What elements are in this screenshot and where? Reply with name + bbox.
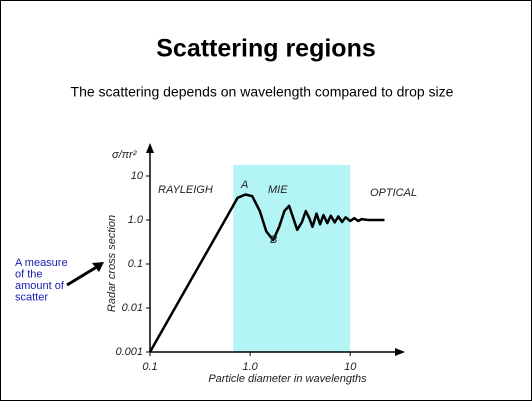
y-tick-label: 0.001	[115, 346, 143, 358]
slide-subtitle: The scattering depends on wavelength com…	[71, 84, 454, 100]
y-axis-arrow	[146, 143, 154, 153]
annotation: A	[240, 179, 248, 191]
y-tick-label: 0.1	[128, 258, 143, 270]
x-tick-label: 0.1	[142, 361, 157, 373]
note-line: amount of	[15, 280, 65, 292]
note-line: A measure	[15, 257, 68, 269]
y-axis-title: Radar cross section	[106, 215, 118, 312]
y-tick-label: 1.0	[128, 214, 144, 226]
x-axis-arrow	[395, 348, 405, 356]
annotation: OPTICAL	[370, 187, 417, 199]
slide-title: Scattering regions	[156, 35, 376, 63]
x-axis-title: Particle diameter in wavelengths	[208, 373, 367, 385]
note-line: scatter	[15, 291, 48, 303]
y-tick-label: 0.01	[122, 302, 143, 314]
annotation: B	[270, 234, 277, 246]
y-unit: σ/πr²	[112, 149, 137, 161]
annotation: RAYLEIGH	[158, 184, 213, 196]
note-arrowhead	[92, 262, 104, 272]
y-tick-label: 10	[131, 170, 144, 182]
annotation: MIE	[268, 184, 288, 196]
highlight-region	[233, 165, 351, 352]
x-tick-label: 1.0	[242, 361, 258, 373]
curve	[148, 193, 385, 353]
note-arrow	[66, 263, 101, 287]
x-tick-label: 10	[344, 361, 357, 373]
note-line: of the	[15, 268, 43, 280]
